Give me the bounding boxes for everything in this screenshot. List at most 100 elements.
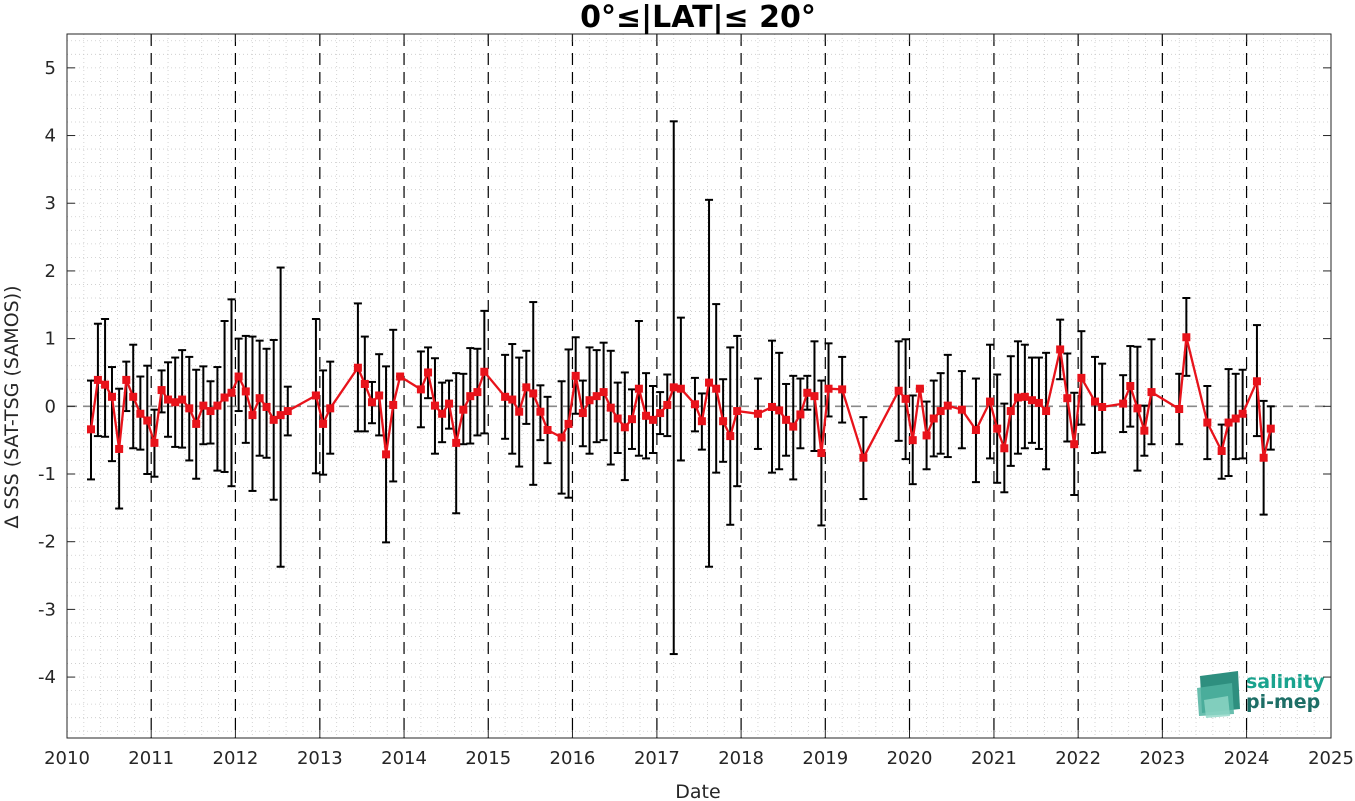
plot-frame <box>66 33 1332 739</box>
data-point <box>220 393 229 402</box>
data-point <box>789 422 798 431</box>
data-point <box>466 392 475 401</box>
data-point <box>283 407 292 416</box>
data-point <box>712 384 721 393</box>
data-point <box>452 438 461 447</box>
data-point <box>656 409 665 418</box>
data-point <box>705 378 714 387</box>
data-point <box>185 404 194 413</box>
data-point <box>86 425 95 434</box>
data-point <box>571 371 580 380</box>
data-point <box>389 400 398 409</box>
data-point <box>438 409 447 418</box>
data-point <box>1224 418 1233 427</box>
data-point <box>213 401 222 410</box>
data-point <box>1063 394 1072 403</box>
data-point <box>1238 409 1247 418</box>
data-point <box>585 396 594 405</box>
chart-title: 0°≤|LAT|≤ 20° <box>580 0 816 35</box>
data-point <box>1140 426 1149 435</box>
data-point <box>382 450 391 459</box>
x-tick-label: 2018 <box>718 748 764 769</box>
year-boundary-lines <box>150 34 1248 738</box>
data-point <box>733 407 742 416</box>
data-point <box>627 415 636 424</box>
logo-text-pimep: pi-mep <box>1246 691 1320 713</box>
x-tick-label: 2011 <box>128 748 174 769</box>
x-axis-label: Date <box>675 781 720 801</box>
data-point <box>522 383 531 392</box>
y-tick-label: -2 <box>38 532 56 553</box>
data-point <box>367 398 376 407</box>
data-point <box>986 397 995 406</box>
data-point <box>606 403 615 412</box>
logo-mark-icon <box>1197 671 1240 718</box>
x-tick-label: 2015 <box>465 748 511 769</box>
data-point <box>143 416 152 425</box>
data-point <box>642 411 651 420</box>
data-point <box>543 426 552 434</box>
x-tick-label: 2014 <box>381 748 427 769</box>
data-point <box>192 419 201 428</box>
data-point <box>255 394 264 403</box>
data-point <box>178 395 187 404</box>
data-point <box>107 392 116 401</box>
data-point <box>1028 396 1037 405</box>
x-tick-label: 2010 <box>44 748 90 769</box>
data-point <box>1077 373 1086 382</box>
y-tick-label: 4 <box>45 126 56 147</box>
data-point <box>1266 424 1275 433</box>
data-point <box>824 384 833 393</box>
data-point <box>529 389 538 398</box>
data-point <box>719 417 728 426</box>
data-point <box>697 417 706 426</box>
data-point <box>136 409 145 418</box>
y-tick-label: -1 <box>38 464 56 485</box>
data-point <box>1252 377 1261 386</box>
x-tick-label: 2020 <box>887 748 933 769</box>
x-tick-label: 2017 <box>634 748 680 769</box>
y-tick-label: -4 <box>38 667 56 688</box>
x-tick-labels: 2010 2011 2012 2013 2014 2015 2016 2017 2018 2019… <box>44 748 1354 769</box>
data-point <box>1217 446 1226 455</box>
data-point <box>536 407 545 416</box>
data-point <box>592 392 601 401</box>
data-point <box>768 402 777 411</box>
data-point <box>901 394 910 403</box>
data-point <box>269 415 278 424</box>
data-point <box>1182 333 1191 342</box>
data-point <box>430 401 439 410</box>
y-tick-label: 1 <box>45 329 56 350</box>
data-point <box>1098 402 1107 411</box>
data-point <box>1126 382 1135 390</box>
data-point <box>1056 345 1065 354</box>
data-point <box>319 419 328 428</box>
data-point <box>648 415 657 424</box>
data-point <box>782 415 791 424</box>
data-point <box>241 387 250 396</box>
data-point <box>1203 418 1212 427</box>
y-axis-label: Δ SSS (SAT-TSG (SAMOS)) <box>1 285 23 528</box>
y-tick-label: 0 <box>45 396 56 417</box>
data-point <box>1042 407 1051 416</box>
data-point <box>157 386 166 395</box>
data-point <box>122 375 131 384</box>
y-tick-label: 3 <box>45 193 56 214</box>
data-point <box>943 401 952 410</box>
data-point <box>599 388 608 397</box>
x-tick-label: 2025 <box>1308 748 1354 769</box>
data-point <box>508 395 517 404</box>
data-point <box>915 384 924 393</box>
data-point <box>171 398 180 407</box>
data-point <box>396 372 405 381</box>
data-point <box>311 391 320 400</box>
data-point <box>859 453 868 462</box>
data-point <box>375 391 384 400</box>
data-point <box>726 432 735 441</box>
y-tick-label: -3 <box>38 599 56 620</box>
data-point <box>993 424 1002 433</box>
data-point <box>971 426 980 434</box>
data-point <box>276 411 285 420</box>
data-point <box>620 423 629 432</box>
y-tick-labels: 5 4 3 2 1 0 -1 -2 -3 -4 <box>38 58 56 688</box>
